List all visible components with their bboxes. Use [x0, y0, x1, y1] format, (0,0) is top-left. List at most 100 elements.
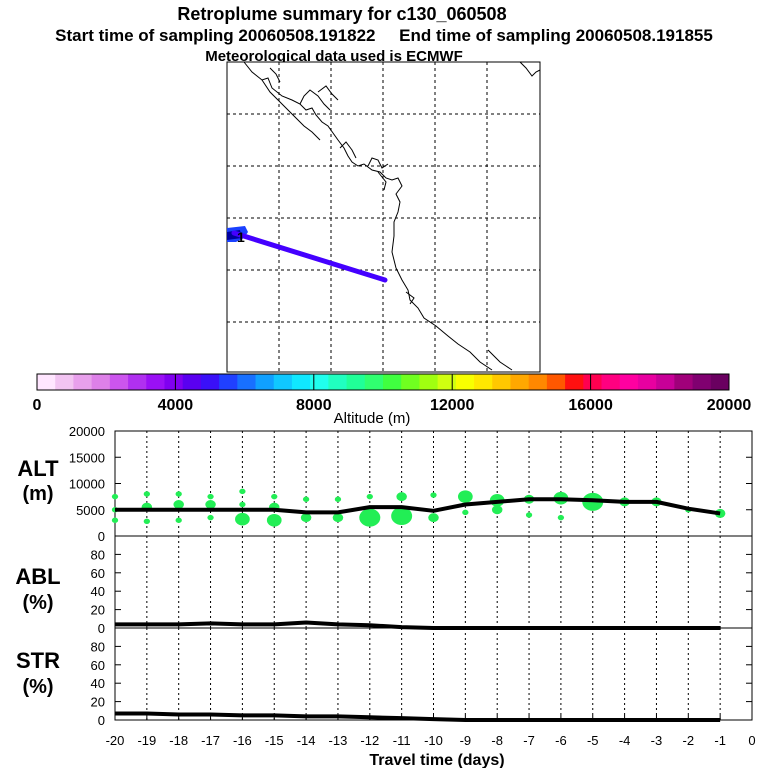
- time-series-panels: 20000 15000 10000 5000 0 ALT(m) 80 60 40 20 0 ABL (%…: [15, 424, 756, 769]
- y-tick-label: 0: [98, 529, 105, 544]
- colorbar-swatch: [55, 374, 74, 390]
- x-tick-label: -5: [587, 733, 599, 748]
- colorbar-swatch: [437, 374, 457, 390]
- altitude-point: [302, 496, 310, 502]
- altitude-point: [430, 492, 437, 498]
- colorbar-tick-label: 8000: [296, 397, 332, 414]
- y-tick-label: 15000: [69, 450, 105, 465]
- altitude-point: [239, 488, 246, 495]
- y-tick-label: 80: [91, 639, 105, 654]
- x-tick-label: -17: [201, 733, 220, 748]
- colorbar-tick-label: 16000: [568, 397, 613, 414]
- x-tick-label: -15: [265, 733, 284, 748]
- colorbar-swatch: [674, 374, 694, 390]
- y-tick-label: 40: [91, 676, 105, 691]
- x-tick-label: -4: [619, 733, 631, 748]
- colorbar-tick-label: 4000: [158, 397, 194, 414]
- map-frame: [226, 61, 541, 373]
- colorbar-swatch: [601, 374, 621, 390]
- altitude-colorbar: 0 4000 8000 12000 16000 20000: [33, 373, 751, 414]
- colorbar-swatch: [455, 374, 475, 390]
- panel-label: STR: [16, 648, 60, 673]
- panel-unit-label: (%): [22, 592, 53, 614]
- colorbar-swatch: [37, 374, 56, 390]
- panel-label: ALT: [17, 456, 59, 481]
- x-tick-label: -8: [491, 733, 503, 748]
- altitude-point: [205, 500, 216, 509]
- altitude-point: [391, 507, 413, 526]
- altitude-point: [557, 514, 565, 521]
- altitude-point: [111, 517, 119, 523]
- y-tick-label: 5000: [76, 503, 105, 518]
- altitude-point: [366, 493, 373, 500]
- colorbar-swatch: [528, 374, 548, 390]
- map-graticule: [227, 62, 540, 372]
- colorbar-swatch: [237, 374, 257, 390]
- altitude-point: [173, 500, 184, 509]
- x-tick-label: -2: [683, 733, 695, 748]
- panel-unit-label: (m): [22, 483, 53, 505]
- colorbar-swatch: [364, 374, 384, 390]
- altitude-point: [458, 490, 473, 503]
- colorbar-swatch: [328, 374, 348, 390]
- altitude-point: [525, 512, 533, 518]
- colorbar-swatch: [273, 374, 293, 390]
- colorbar-swatch: [109, 374, 129, 390]
- colorbar-swatch: [310, 374, 329, 390]
- panel-alt: 20000 15000 10000 5000 0 ALT(m): [17, 424, 753, 544]
- colorbar-swatch: [546, 374, 566, 390]
- altitude-point: [334, 496, 342, 502]
- colorbar-swatch: [656, 374, 675, 390]
- x-tick-label: -10: [424, 733, 443, 748]
- y-tick-label: 20: [91, 603, 105, 618]
- colorbar-swatch: [383, 374, 402, 390]
- x-tick-label: -19: [137, 733, 156, 748]
- y-tick-label: 60: [91, 658, 105, 673]
- colorbar-swatch: [419, 374, 439, 390]
- y-tick-label: 20000: [69, 424, 105, 439]
- x-tick-label: -13: [329, 733, 348, 748]
- x-tick-label: -18: [169, 733, 188, 748]
- colorbar-swatch: [401, 374, 420, 390]
- x-tick-label: 0: [748, 733, 755, 748]
- altitude-point: [143, 491, 151, 497]
- altitude-point: [207, 514, 214, 521]
- colorbar-swatch: [128, 374, 147, 390]
- series-line: [115, 497, 721, 516]
- altitude-point: [239, 501, 246, 508]
- x-tick-label: -3: [651, 733, 663, 748]
- trajectory-map: 1: [226, 61, 541, 373]
- altitude-point: [396, 492, 407, 502]
- colorbar-swatch: [474, 374, 493, 390]
- coastline: [243, 61, 541, 371]
- altitude-point: [235, 512, 250, 526]
- altitude-point: [462, 509, 469, 516]
- y-tick-label: 40: [91, 584, 105, 599]
- y-tick-label: 0: [98, 621, 105, 636]
- x-tick-label: -14: [297, 733, 316, 748]
- trajectory-path: [231, 230, 388, 283]
- y-tick-label: 10000: [69, 477, 105, 492]
- release-marker: 1: [237, 229, 245, 245]
- colorbar-swatch: [565, 374, 584, 390]
- colorbar-frame: [36, 373, 730, 391]
- altitude-point: [175, 491, 182, 497]
- x-tick-label: -11: [393, 733, 411, 748]
- colorbar-tick-label: 0: [33, 397, 42, 414]
- x-axis-label: Travel time (days): [369, 752, 504, 768]
- colorbar-swatch: [492, 374, 511, 390]
- colorbar-swatch: [291, 374, 311, 390]
- colorbar-swatch: [619, 374, 639, 390]
- colorbar-swatch: [255, 374, 275, 390]
- colorbar-swatch: [146, 374, 165, 390]
- colorbar-swatch: [182, 374, 202, 390]
- series-line: [115, 711, 721, 722]
- altitude-point: [491, 505, 503, 515]
- colorbar-swatch: [164, 374, 184, 390]
- panel-abl: 80 60 40 20 0 ABL (%): [15, 535, 753, 636]
- met-data-line: Meteorological data used is ECMWF: [205, 48, 463, 65]
- y-tick-label: 0: [98, 713, 105, 728]
